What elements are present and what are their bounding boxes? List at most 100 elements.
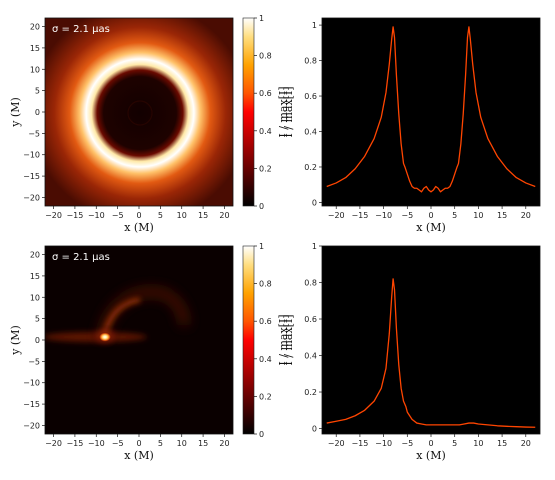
y-tick-label: 20 (30, 23, 40, 32)
colorbar-tick-label: 0 (259, 430, 264, 439)
x-tick-label: 0 (428, 439, 433, 448)
y-tick-label: 1 (312, 21, 317, 30)
x-tick-label: 20 (219, 439, 229, 448)
y-tick-label: 0.2 (304, 163, 317, 172)
y-axis-label: y (M) (9, 325, 22, 356)
x-tick-label: 10 (177, 439, 187, 448)
y-tick-label: 0.8 (304, 279, 317, 288)
crescent-arc (97, 287, 190, 339)
y-tick-label: −5 (28, 357, 40, 366)
sigma-annotation: σ = 2.1 μas (52, 252, 110, 263)
colorbar-top (242, 17, 255, 207)
y-axis-label: I / max[I] (282, 86, 295, 137)
profile-line (326, 278, 536, 428)
y-tick-label: 0.4 (304, 128, 317, 137)
colorbar-label: I / max[I] (277, 314, 290, 365)
x-tick-label: 15 (198, 439, 208, 448)
x-tick-label: −10 (375, 211, 392, 220)
x-tick-label: −20 (45, 439, 62, 448)
y-tick-label: 0 (312, 425, 317, 434)
y-tick-label: −20 (23, 193, 40, 202)
x-tick-label: 15 (497, 439, 507, 448)
x-tick-label: 20 (521, 439, 531, 448)
x-tick-label: −10 (375, 439, 392, 448)
x-axis-label: x (M) (124, 449, 154, 462)
x-tick-label: −5 (112, 439, 124, 448)
y-tick-label: 0 (35, 108, 40, 117)
x-tick-label: 10 (473, 211, 483, 220)
x-tick-label: −20 (328, 439, 345, 448)
heatmap-crescent-panel (45, 246, 233, 434)
x-tick-label: 20 (219, 211, 229, 220)
y-tick-label: 0 (312, 198, 317, 207)
colorbar-label: I / max[I] (277, 86, 290, 137)
y-tick-label: 0.4 (304, 352, 317, 361)
inner-ring-feature (127, 100, 153, 126)
x-tick-label: −10 (88, 439, 105, 448)
y-tick-label: 20 (30, 251, 40, 260)
x-tick-label: 0 (428, 211, 433, 220)
x-axis-label: x (M) (124, 221, 154, 234)
y-tick-label: 5 (35, 315, 40, 324)
hotspot (98, 332, 112, 342)
axes-layer: −20 −15 −10 −5 0 5 10 15 20−20−15−10−505101520x … (9, 14, 541, 462)
y-axis-label: y (M) (9, 97, 22, 128)
y-tick-label: 15 (30, 272, 40, 281)
x-tick-label: −5 (401, 439, 413, 448)
colorbar-tick-label: 0.8 (259, 280, 272, 289)
y-tick-label: 15 (30, 44, 40, 53)
sigma-annotation: σ = 2.1 μas (52, 24, 110, 35)
colorbar-tick-label: 0 (259, 202, 264, 211)
x-tick-label: 15 (198, 211, 208, 220)
y-tick-label: 0.8 (304, 57, 317, 66)
x-tick-label: 10 (177, 211, 187, 220)
x-tick-label: −20 (328, 211, 345, 220)
colorbar-tick-label: 0.2 (259, 164, 272, 173)
x-tick-label: 5 (158, 211, 163, 220)
y-tick-label: −5 (28, 129, 40, 138)
y-tick-label: 0.2 (304, 388, 317, 397)
x-tick-label: −15 (66, 211, 83, 220)
colorbar-tick-label: 0.2 (259, 392, 272, 401)
x-tick-label: 5 (158, 439, 163, 448)
x-tick-label: 5 (452, 211, 457, 220)
x-tick-label: 20 (521, 211, 531, 220)
x-tick-label: −15 (66, 439, 83, 448)
x-tick-label: −5 (401, 211, 413, 220)
y-tick-label: 0 (35, 336, 40, 345)
x-tick-label: −20 (45, 211, 62, 220)
colorbar-bottom (242, 245, 255, 435)
y-tick-label: −10 (23, 379, 40, 388)
profile-panel-top (322, 18, 540, 206)
x-tick-label: 15 (497, 211, 507, 220)
y-axis-label: I / max[I] (282, 314, 295, 365)
y-tick-label: 5 (35, 87, 40, 96)
heatmap-ring-panel (45, 18, 233, 206)
x-tick-label: 5 (452, 439, 457, 448)
colorbar-tick-label: 0.6 (259, 317, 272, 326)
x-tick-label: −15 (351, 211, 368, 220)
y-tick-label: 10 (30, 293, 40, 302)
x-axis-label: x (M) (416, 221, 446, 234)
profile-panel-bottom (322, 246, 540, 434)
profile-line (326, 26, 536, 193)
colorbar-tick-label: 0.4 (259, 355, 272, 364)
x-tick-label: −5 (112, 211, 124, 220)
colorbar-tick-label: 0.8 (259, 52, 272, 61)
colorbar-tick-label: 1 (259, 242, 264, 251)
x-axis-label: x (M) (416, 449, 446, 462)
y-tick-label: 0.6 (304, 92, 317, 101)
x-tick-label: −15 (351, 439, 368, 448)
ring-image (45, 18, 233, 206)
y-tick-label: −10 (23, 151, 40, 160)
y-tick-label: 1 (312, 242, 317, 251)
colorbar-tick-label: 1 (259, 14, 264, 23)
y-tick-label: −15 (23, 172, 40, 181)
y-tick-label: 0.6 (304, 315, 317, 324)
x-tick-label: 0 (136, 211, 141, 220)
x-tick-label: 0 (136, 439, 141, 448)
y-tick-label: 10 (30, 65, 40, 74)
x-tick-label: −10 (88, 211, 105, 220)
y-tick-label: −20 (23, 421, 40, 430)
